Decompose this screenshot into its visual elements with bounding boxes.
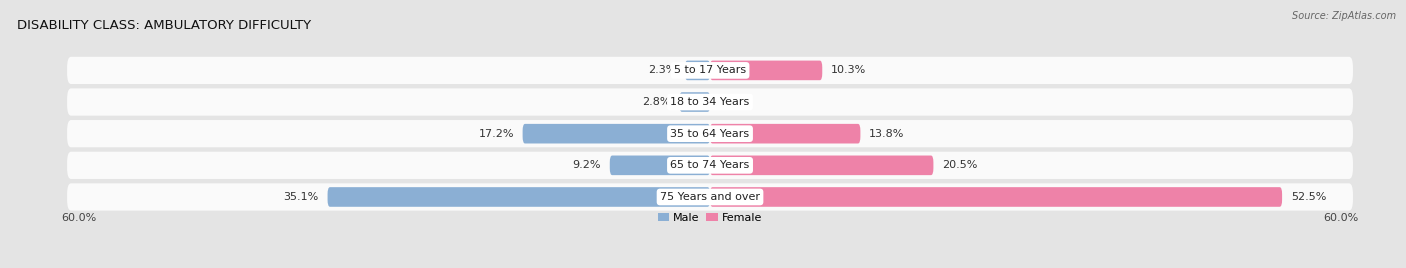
Text: 35 to 64 Years: 35 to 64 Years (671, 129, 749, 139)
FancyBboxPatch shape (679, 92, 710, 112)
Legend: Male, Female: Male, Female (658, 213, 762, 223)
Text: 52.5%: 52.5% (1291, 192, 1326, 202)
Text: 2.3%: 2.3% (648, 65, 676, 75)
FancyBboxPatch shape (67, 88, 1353, 116)
Text: 0.0%: 0.0% (718, 97, 747, 107)
FancyBboxPatch shape (610, 155, 710, 175)
Text: DISABILITY CLASS: AMBULATORY DIFFICULTY: DISABILITY CLASS: AMBULATORY DIFFICULTY (17, 19, 311, 32)
FancyBboxPatch shape (710, 61, 823, 80)
FancyBboxPatch shape (67, 57, 1353, 84)
Text: 65 to 74 Years: 65 to 74 Years (671, 160, 749, 170)
FancyBboxPatch shape (710, 155, 934, 175)
Text: 18 to 34 Years: 18 to 34 Years (671, 97, 749, 107)
FancyBboxPatch shape (685, 61, 710, 80)
Text: 17.2%: 17.2% (478, 129, 515, 139)
FancyBboxPatch shape (523, 124, 710, 143)
Text: 60.0%: 60.0% (1323, 214, 1358, 224)
Text: 75 Years and over: 75 Years and over (659, 192, 761, 202)
FancyBboxPatch shape (67, 120, 1353, 147)
FancyBboxPatch shape (710, 187, 1282, 207)
FancyBboxPatch shape (67, 183, 1353, 211)
FancyBboxPatch shape (710, 124, 860, 143)
Text: 35.1%: 35.1% (284, 192, 319, 202)
Text: 10.3%: 10.3% (831, 65, 866, 75)
FancyBboxPatch shape (67, 152, 1353, 179)
Text: 20.5%: 20.5% (942, 160, 977, 170)
Text: 13.8%: 13.8% (869, 129, 904, 139)
Text: 9.2%: 9.2% (572, 160, 602, 170)
Text: Source: ZipAtlas.com: Source: ZipAtlas.com (1292, 11, 1396, 21)
Text: 2.8%: 2.8% (643, 97, 671, 107)
Text: 5 to 17 Years: 5 to 17 Years (673, 65, 747, 75)
Text: 60.0%: 60.0% (62, 214, 97, 224)
FancyBboxPatch shape (328, 187, 710, 207)
